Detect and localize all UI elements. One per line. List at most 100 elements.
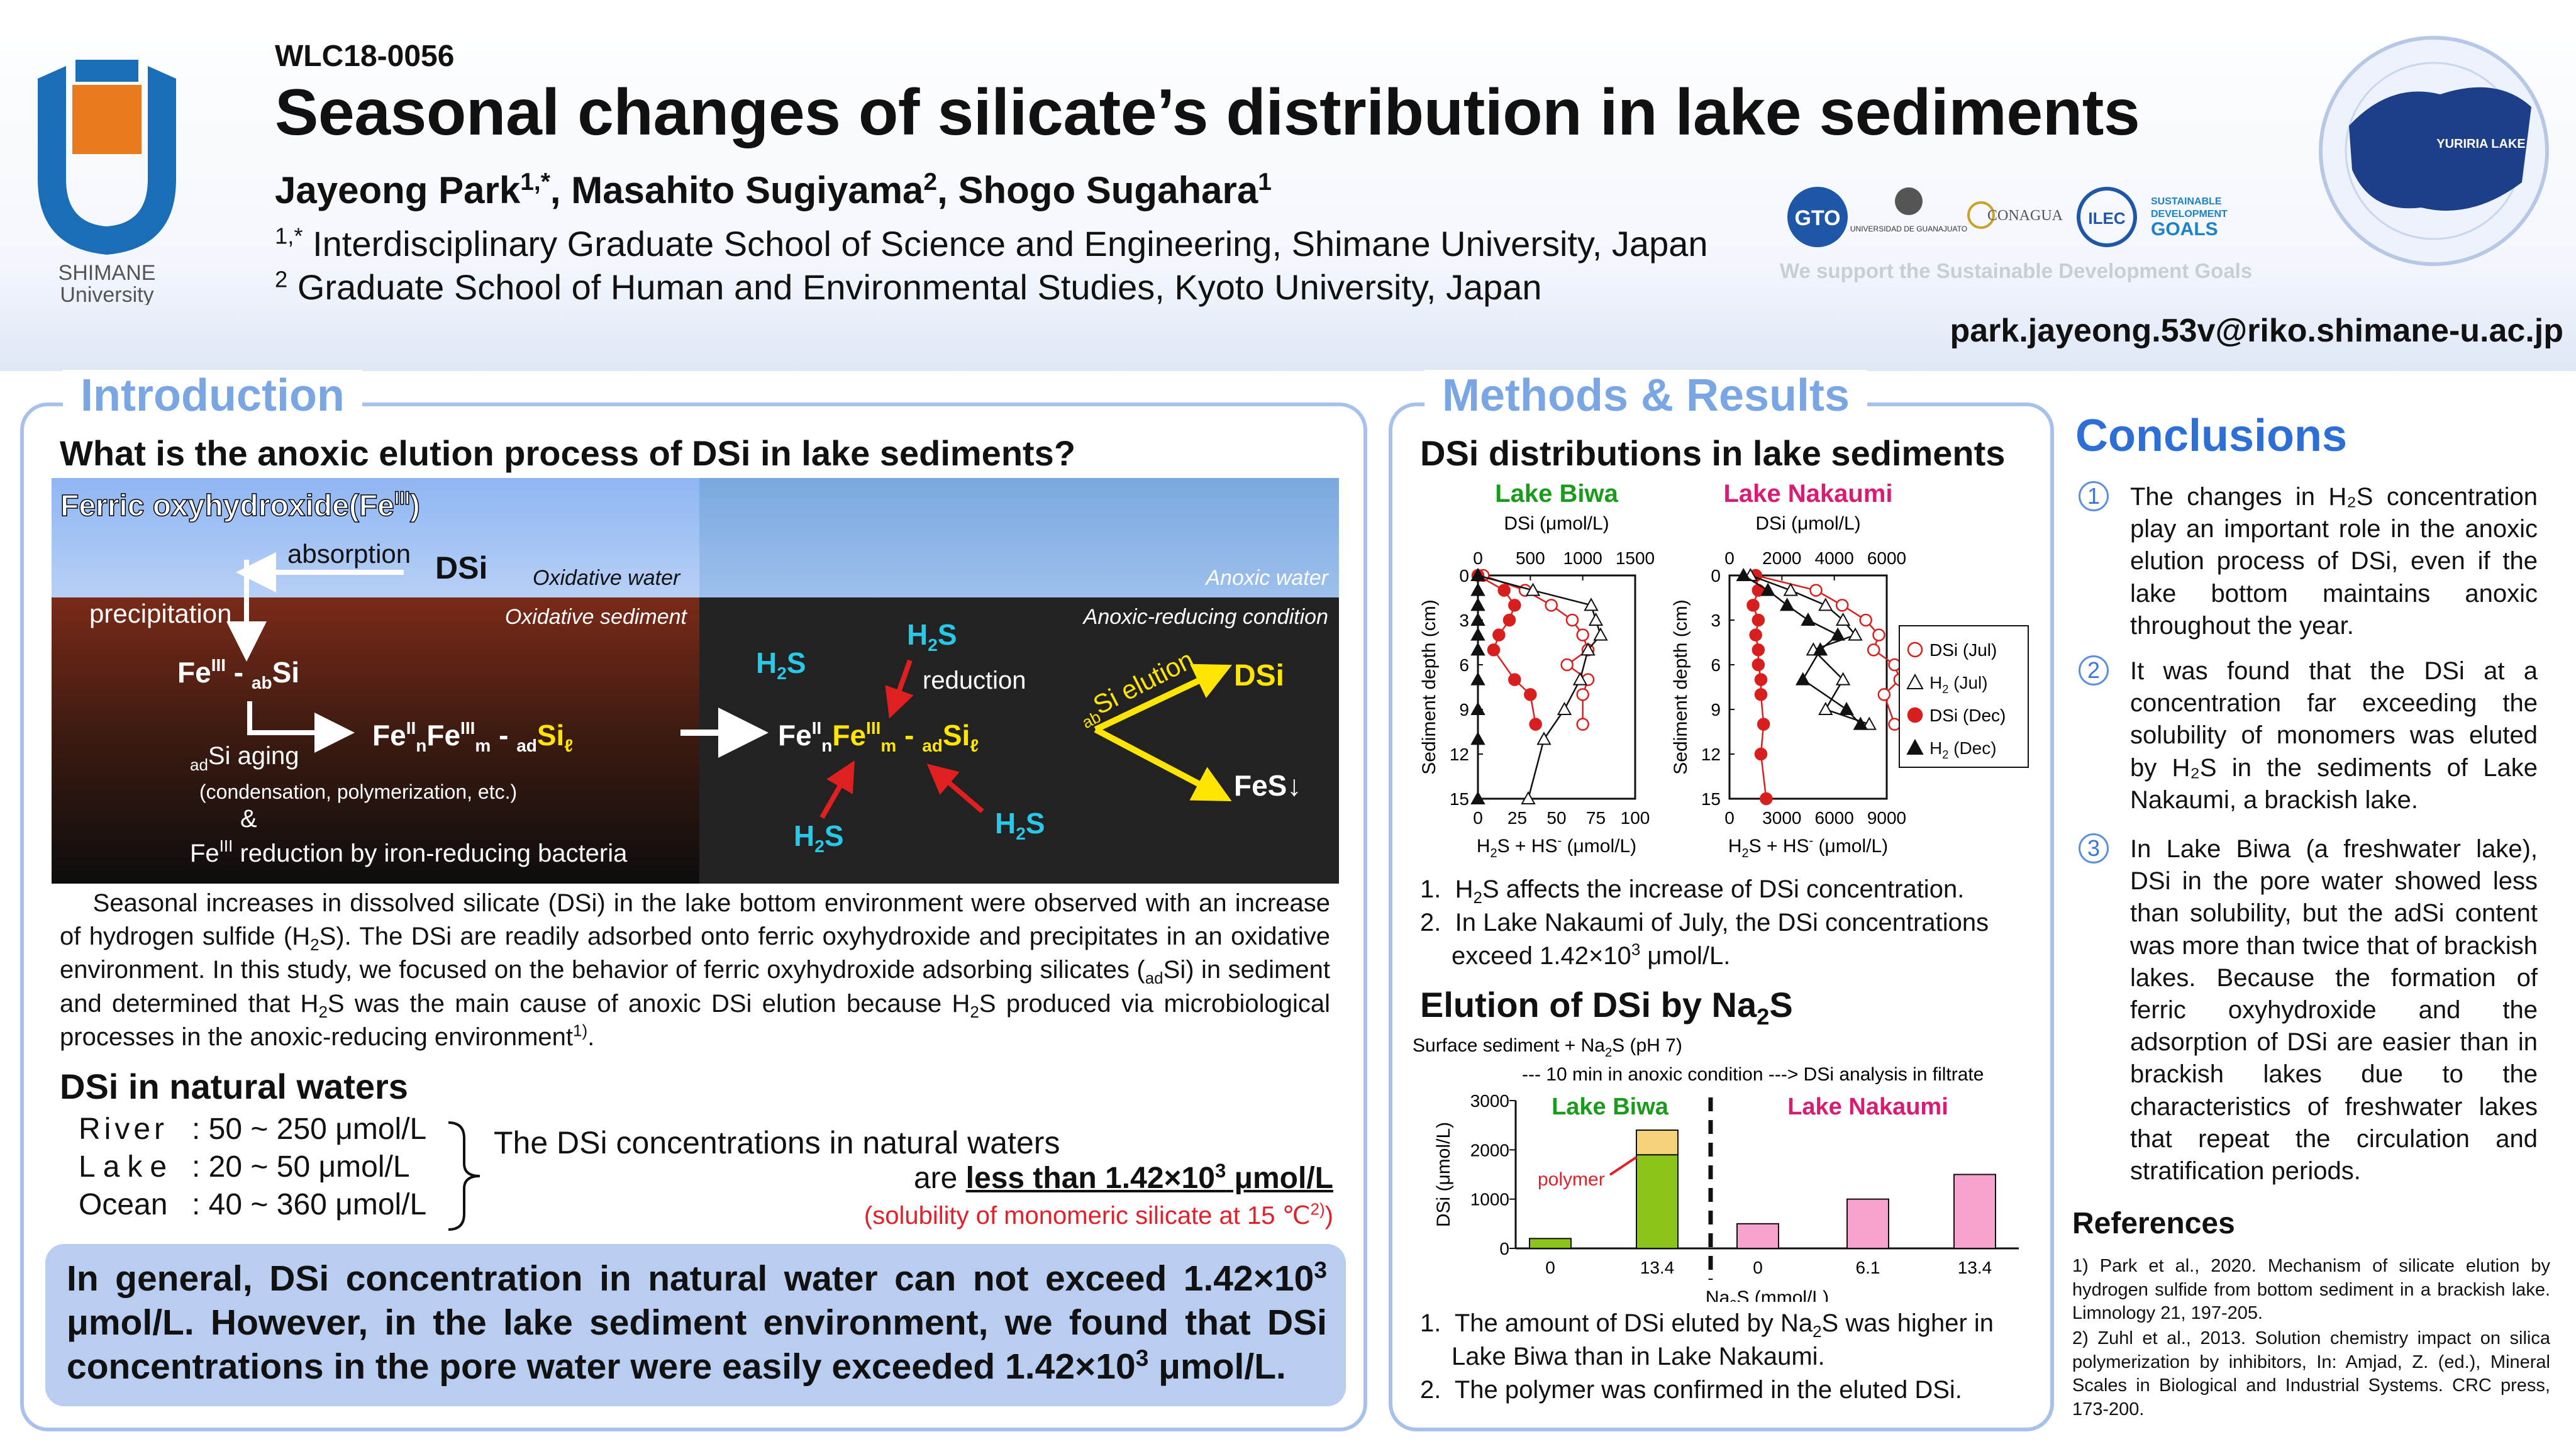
annotation-label: polymer bbox=[1538, 1169, 1605, 1190]
sdg-tagline: We support the Sustainable Development G… bbox=[1780, 259, 2253, 282]
svg-text:DSi: DSi bbox=[435, 550, 487, 586]
chart-subtitle: --- 10 min in anoxic condition ---> DSi … bbox=[1522, 1064, 1984, 1085]
anoxic-elution-diagram: Ferric oxyhydroxide(FeIII) absorption DS… bbox=[52, 478, 1339, 884]
svg-text:precipitation: precipitation bbox=[89, 599, 231, 628]
bar bbox=[1636, 1154, 1679, 1249]
tick-label-y: 15 bbox=[1701, 789, 1721, 809]
chart-title: Lake Biwa bbox=[1495, 480, 1618, 508]
data-point bbox=[1760, 792, 1773, 806]
tick-label-y: 12 bbox=[1450, 745, 1469, 764]
data-point bbox=[1754, 747, 1768, 761]
data-point bbox=[1835, 612, 1851, 626]
svg-text:H2S: H2S bbox=[907, 618, 957, 655]
tick-label-x: 0 bbox=[1545, 1258, 1555, 1277]
intro-question: What is the anoxic elution process of DS… bbox=[60, 433, 1076, 473]
data-point bbox=[1813, 642, 1828, 656]
number-badge: 3 bbox=[2079, 833, 2109, 863]
axis-label-y: DSi (μmol/L) bbox=[1433, 1122, 1454, 1227]
natural-waters-heading: DSi in natural waters bbox=[60, 1067, 408, 1106]
data-point bbox=[1867, 643, 1880, 657]
data-point bbox=[1545, 599, 1558, 612]
data-point bbox=[1754, 673, 1768, 686]
data-point bbox=[1752, 613, 1765, 627]
data-point bbox=[1872, 628, 1885, 641]
conclusion-item: 3 In Lake Biwa (a freshwater lake), DSi i… bbox=[2079, 833, 2538, 1187]
dsi-distribution-heading: DSi distributions in lake sediments bbox=[1420, 433, 2006, 473]
data-point bbox=[1853, 716, 1868, 730]
tick-label-bottom: 0 bbox=[1473, 808, 1483, 828]
tick-label-bottom: 100 bbox=[1621, 808, 1650, 828]
svg-text:FeIII - abSi: FeIII - abSi bbox=[177, 655, 299, 692]
natural-waters-limit: are less than 1.42×103 μmol/L bbox=[913, 1160, 1333, 1195]
data-point bbox=[1508, 599, 1521, 612]
series-line bbox=[1482, 574, 1589, 724]
conclusions-title: Conclusions bbox=[2075, 411, 2348, 461]
svg-text:ILEC: ILEC bbox=[2088, 209, 2125, 228]
series-line bbox=[1477, 574, 1602, 799]
axis-label-y: Sediment depth (cm) bbox=[1419, 599, 1440, 774]
data-point bbox=[1783, 582, 1798, 596]
references-title: References bbox=[2072, 1207, 2235, 1240]
data-point bbox=[1877, 688, 1891, 701]
data-point bbox=[1557, 701, 1572, 715]
axis-label-top: DSi (μmol/L) bbox=[1504, 513, 1609, 534]
data-point bbox=[1470, 672, 1485, 686]
bar bbox=[1846, 1198, 1889, 1249]
data-point bbox=[1779, 597, 1795, 611]
data-point bbox=[1749, 628, 1762, 641]
world-lake-conference-logo: YURIRIA LAKE bbox=[2319, 36, 2549, 266]
svg-text:Anoxic water: Anoxic water bbox=[1204, 566, 1329, 590]
methods-results-title: Methods & Results bbox=[1424, 370, 1868, 421]
author-name: Jayeong Park bbox=[275, 169, 521, 211]
data-point bbox=[1576, 628, 1589, 641]
tick-label-bottom: 75 bbox=[1586, 808, 1606, 828]
key-message-box bbox=[45, 1244, 1346, 1406]
svg-text:FeS↓: FeS↓ bbox=[1234, 769, 1301, 802]
data-point bbox=[1470, 627, 1485, 641]
contact-email[interactable]: park.jayeong.53v@riko.shimane-u.ac.jp bbox=[1950, 313, 2563, 349]
svg-text:Ferric oxyhydroxide(FeIII): Ferric oxyhydroxide(FeIII) bbox=[60, 488, 420, 523]
data-point bbox=[1497, 584, 1511, 597]
data-point bbox=[1754, 688, 1768, 701]
legend-label: H2 (Jul) bbox=[1929, 673, 1988, 696]
axis-label-y: Sediment depth (cm) bbox=[1670, 599, 1691, 774]
data-point bbox=[1508, 673, 1521, 686]
data-point bbox=[1470, 791, 1485, 804]
tick-label-y: 0 bbox=[1459, 566, 1469, 586]
svg-text:(condensation, polymerization,: (condensation, polymerization, etc.) bbox=[199, 780, 517, 803]
number-badge: 2 bbox=[2079, 655, 2109, 686]
data-point bbox=[1752, 658, 1765, 672]
svg-text:reduction: reduction bbox=[923, 667, 1026, 694]
conclusion-item: 2 It was found that the DSi at a concentr… bbox=[2079, 655, 2538, 816]
data-point bbox=[1736, 567, 1751, 581]
tick-label-bottom: 0 bbox=[1724, 808, 1735, 828]
legend-marker bbox=[1907, 641, 1923, 658]
tick-label-y: 2000 bbox=[1470, 1140, 1509, 1160]
key-message-text: In general, DSi concentration in natural… bbox=[67, 1257, 1327, 1387]
data-point bbox=[1470, 701, 1485, 715]
data-point bbox=[1809, 584, 1823, 597]
data-point bbox=[1470, 731, 1485, 745]
poster-code: WLC18-0056 bbox=[275, 40, 455, 73]
findings-list-1: 1. H2S affects the increase of DSi conce… bbox=[1420, 875, 1989, 970]
number-badge: 1 bbox=[2079, 481, 2109, 511]
natural-waters-note: The DSi concentrations in natural waters bbox=[494, 1125, 1060, 1160]
data-point bbox=[1565, 613, 1579, 627]
data-point bbox=[1839, 701, 1854, 715]
legend-marker bbox=[1907, 707, 1923, 723]
data-point bbox=[1470, 642, 1485, 656]
tick-label-y: 9 bbox=[1711, 700, 1721, 719]
author-name: Masahito Sugiyama bbox=[571, 169, 924, 211]
svg-text:Oxidative sediment: Oxidative sediment bbox=[505, 605, 688, 629]
svg-text:DSi: DSi bbox=[1234, 659, 1284, 692]
legend-label: DSi (Jul) bbox=[1929, 640, 1997, 660]
plot-frame bbox=[1728, 574, 1888, 800]
tick-label-top: 4000 bbox=[1815, 548, 1854, 568]
axis-label-bottom: H2S + HS- (μmol/L) bbox=[1477, 834, 1636, 860]
water-row-ocean: Ocean: 40 ~ 360 μmol/L bbox=[79, 1188, 427, 1221]
svg-text:&: & bbox=[240, 805, 257, 833]
svg-text:GTO: GTO bbox=[1794, 206, 1840, 230]
solubility-note: (solubility of monomeric silicate at 15 … bbox=[863, 1199, 1333, 1230]
data-point bbox=[1492, 628, 1506, 641]
